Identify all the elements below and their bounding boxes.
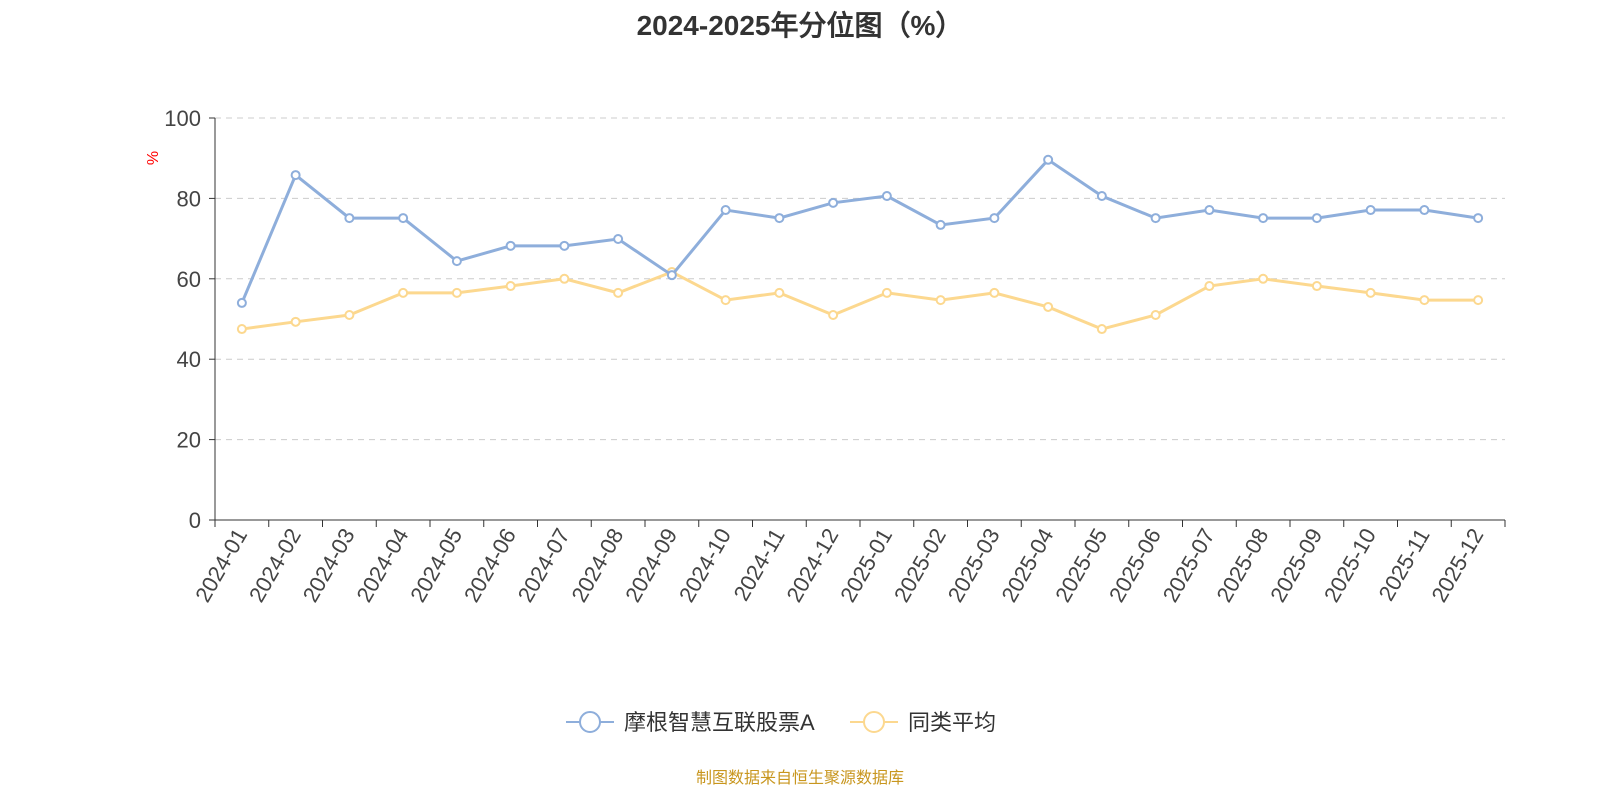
series-line-0 bbox=[240, 157, 1479, 304]
data-point bbox=[236, 297, 247, 308]
data-point bbox=[1204, 205, 1215, 216]
data-point bbox=[1258, 273, 1269, 284]
data-point bbox=[1096, 324, 1107, 335]
data-point bbox=[1311, 213, 1322, 224]
data-point bbox=[344, 213, 355, 224]
data-point bbox=[1204, 281, 1215, 292]
legend-marker bbox=[579, 711, 601, 733]
y-tick-label: 20 bbox=[177, 428, 201, 453]
data-point bbox=[1150, 213, 1161, 224]
data-point bbox=[451, 287, 462, 298]
data-point bbox=[290, 316, 301, 327]
data-point bbox=[989, 287, 1000, 298]
x-tick-label: 2024-10 bbox=[674, 524, 736, 606]
data-point bbox=[666, 270, 677, 281]
x-tick-label: 2025-12 bbox=[1426, 524, 1488, 606]
data-point bbox=[1365, 287, 1376, 298]
y-tick-label: 80 bbox=[177, 186, 201, 211]
data-point bbox=[1043, 154, 1054, 165]
y-tick-label: 100 bbox=[164, 106, 201, 131]
data-point bbox=[559, 240, 570, 251]
legend-label: 同类平均 bbox=[908, 710, 996, 735]
x-tick-label: 2024-11 bbox=[728, 524, 789, 605]
y-tick-label: 60 bbox=[177, 267, 201, 292]
data-point bbox=[935, 219, 946, 230]
data-point bbox=[1258, 213, 1269, 224]
data-point bbox=[1473, 213, 1484, 224]
data-point bbox=[1096, 190, 1107, 201]
chart-title: 2024-2025年分位图（%） bbox=[636, 10, 964, 41]
data-point bbox=[989, 213, 1000, 224]
data-point bbox=[1365, 205, 1376, 216]
source-note: 制图数据来自恒生聚源数据库 bbox=[695, 770, 904, 787]
data-point bbox=[398, 213, 409, 224]
data-point bbox=[774, 287, 785, 298]
data-point bbox=[828, 309, 839, 320]
data-point bbox=[613, 234, 624, 245]
data-point bbox=[1473, 295, 1484, 306]
data-point bbox=[613, 287, 624, 298]
data-point bbox=[1419, 295, 1430, 306]
x-tick-label: 2025-10 bbox=[1319, 524, 1381, 606]
data-point bbox=[451, 256, 462, 267]
data-point bbox=[1419, 205, 1430, 216]
x-tick-label: 2025-11 bbox=[1373, 524, 1434, 605]
y-axis-label: % bbox=[145, 151, 162, 165]
data-point bbox=[774, 213, 785, 224]
data-point bbox=[720, 295, 731, 306]
data-point bbox=[505, 240, 516, 251]
legend-label: 摩根智慧互联股票A bbox=[624, 710, 815, 735]
data-point bbox=[1311, 281, 1322, 292]
legend-marker bbox=[863, 711, 885, 733]
data-point bbox=[881, 287, 892, 298]
data-point bbox=[1150, 309, 1161, 320]
data-point bbox=[881, 190, 892, 201]
data-point bbox=[236, 324, 247, 335]
data-point bbox=[720, 205, 731, 216]
series-line-1 bbox=[241, 270, 1479, 331]
data-point bbox=[828, 197, 839, 208]
data-point bbox=[559, 273, 570, 284]
y-tick-label: 0 bbox=[189, 508, 201, 533]
data-point bbox=[505, 281, 516, 292]
data-point bbox=[290, 170, 301, 181]
data-point bbox=[344, 309, 355, 320]
data-point bbox=[398, 287, 409, 298]
data-point bbox=[1043, 301, 1054, 312]
y-tick-label: 40 bbox=[177, 347, 201, 372]
data-point bbox=[935, 295, 946, 306]
